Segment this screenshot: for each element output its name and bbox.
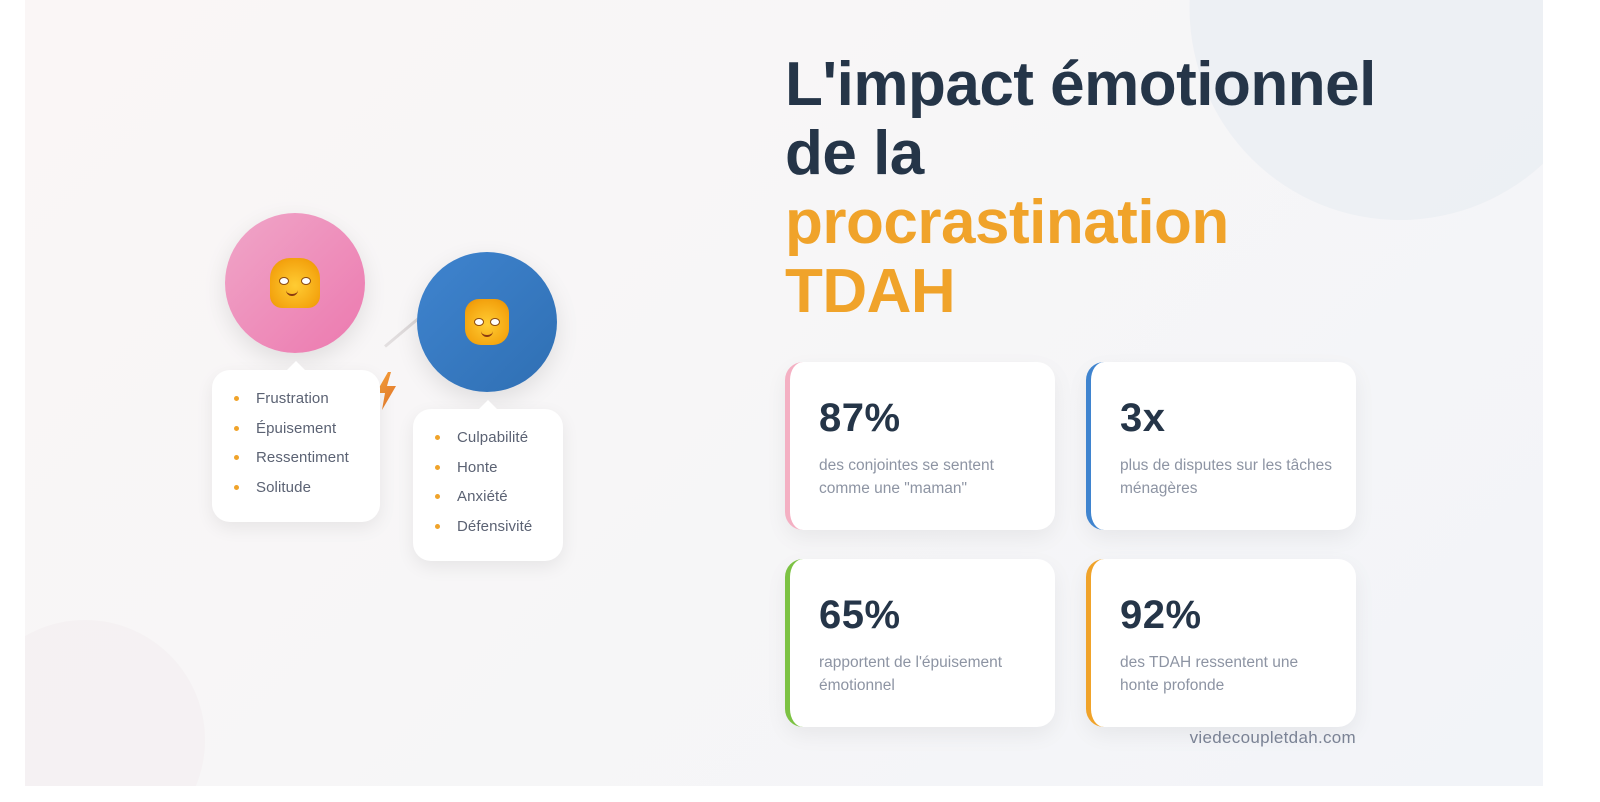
bullet-dot-icon <box>234 425 239 431</box>
stat-value: 65% <box>819 593 901 637</box>
bullet-dot-icon <box>435 523 440 529</box>
bullet-dot-icon <box>435 494 440 500</box>
partner-her-emotions-bubble: Frustration Épuisement Ressentiment Soli… <box>212 361 380 522</box>
emotion-item: Anxiété <box>435 482 541 512</box>
bullet-dot-icon <box>435 464 440 470</box>
title-line-4-accent: TDAH <box>785 257 956 326</box>
bullet-dot-icon <box>234 455 239 461</box>
decorative-blob-bottom-left <box>25 620 205 786</box>
stat-value: 87% <box>819 396 901 440</box>
lightning-bolt-icon <box>376 372 396 410</box>
footer-site-link[interactable]: viedecoupletdah.com <box>1189 728 1356 747</box>
bullet-dot-icon <box>435 435 440 441</box>
partner-her-avatar <box>225 213 365 353</box>
partner-him-avatar <box>417 252 557 392</box>
bullet-dot-icon <box>234 396 239 402</box>
partner-him-emotions-bubble: Culpabilité Honte Anxiété Défensivité <box>413 400 563 561</box>
stat-description: plus de disputes sur les tâches ménagère… <box>1120 457 1332 497</box>
title-line-3-accent: procrastination <box>785 188 1229 257</box>
stat-card: 3x plus de disputes sur les tâches ménag… <box>1086 362 1356 530</box>
emotion-item: Ressentiment <box>234 443 358 473</box>
stat-card: 65% rapportent de l'épuisement émotionne… <box>785 559 1055 727</box>
slide: Frustration Épuisement Ressentiment Soli… <box>25 0 1543 786</box>
stat-description: rapportent de l'épuisement émotionnel <box>819 654 1003 694</box>
emotion-item: Solitude <box>234 473 358 503</box>
emotion-item: Épuisement <box>234 414 358 444</box>
title-line-1: L'impact émotionnel <box>785 50 1376 119</box>
stat-card: 87% des conjointes se sentent comme une … <box>785 362 1055 530</box>
stat-description: des TDAH ressentent une honte profonde <box>1120 654 1299 694</box>
emotion-item: Culpabilité <box>435 423 541 453</box>
emotion-item: Frustration <box>234 384 358 414</box>
stat-description: des conjointes se sentent comme une "mam… <box>819 457 994 497</box>
page-title: L'impact émotionnel de la procrastinatio… <box>785 50 1376 326</box>
stat-value: 92% <box>1120 593 1202 637</box>
stat-card: 92% des TDAH ressentent une honte profon… <box>1086 559 1356 727</box>
woman-face-emoji-icon <box>270 258 320 308</box>
stat-value: 3x <box>1120 396 1166 440</box>
man-face-emoji-icon <box>465 299 509 345</box>
emotion-item: Défensivité <box>435 512 541 542</box>
emotion-item: Honte <box>435 453 541 483</box>
title-line-2: de la <box>785 119 924 188</box>
bullet-dot-icon <box>234 484 239 490</box>
